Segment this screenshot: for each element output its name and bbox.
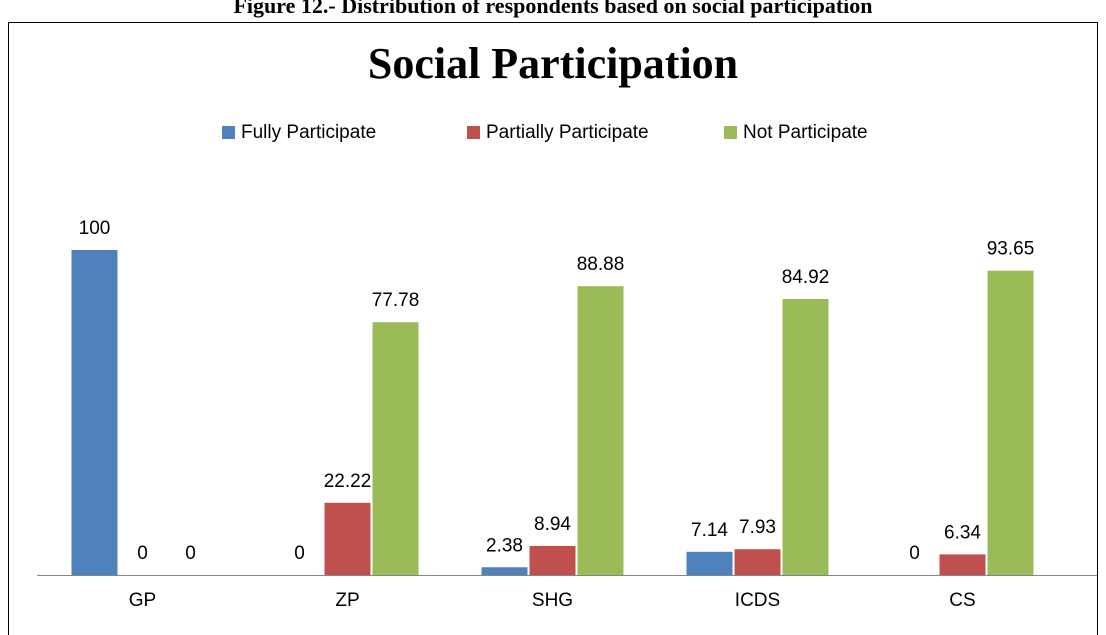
bar	[71, 250, 118, 575]
data-label: 0	[185, 543, 196, 564]
data-label: 0	[294, 543, 305, 564]
chart-title: Social Participation	[368, 39, 738, 88]
data-label: 8.94	[534, 514, 571, 535]
legend-label: Not Participate	[743, 122, 868, 143]
bar	[481, 567, 528, 575]
x-tick-label: ZP	[335, 590, 359, 611]
bar	[734, 549, 781, 575]
bar	[324, 502, 371, 575]
x-tick-label: CS	[949, 590, 975, 611]
x-tick-label: ICDS	[735, 590, 780, 611]
data-label: 0	[137, 543, 148, 564]
data-label: 88.88	[577, 254, 625, 275]
data-label: 84.92	[782, 267, 830, 288]
bar	[782, 299, 829, 575]
data-label: 93.65	[987, 239, 1035, 260]
data-label: 7.14	[691, 520, 728, 541]
x-tick-label: SHG	[532, 590, 573, 611]
legend-swatch	[222, 126, 235, 139]
data-label: 2.38	[486, 535, 523, 556]
x-tick-label: GP	[129, 590, 156, 611]
bar	[987, 270, 1034, 575]
bar	[577, 286, 624, 575]
bar	[686, 551, 733, 575]
data-label: 0	[909, 543, 920, 564]
legend-swatch	[467, 126, 480, 139]
data-label: 6.34	[944, 522, 981, 543]
legend-label: Fully Participate	[241, 122, 376, 143]
chart-border	[8, 22, 1098, 635]
legend-label: Partially Participate	[486, 122, 649, 143]
data-label: 7.93	[739, 517, 776, 538]
data-label: 100	[79, 218, 111, 239]
figure-caption: Figure 12.- Distribution of respondents …	[233, 0, 872, 18]
legend-swatch	[724, 126, 737, 139]
bar	[529, 545, 576, 575]
data-label: 22.22	[324, 471, 372, 492]
bar	[372, 322, 419, 575]
bar	[939, 554, 986, 575]
data-label: 77.78	[372, 290, 420, 311]
